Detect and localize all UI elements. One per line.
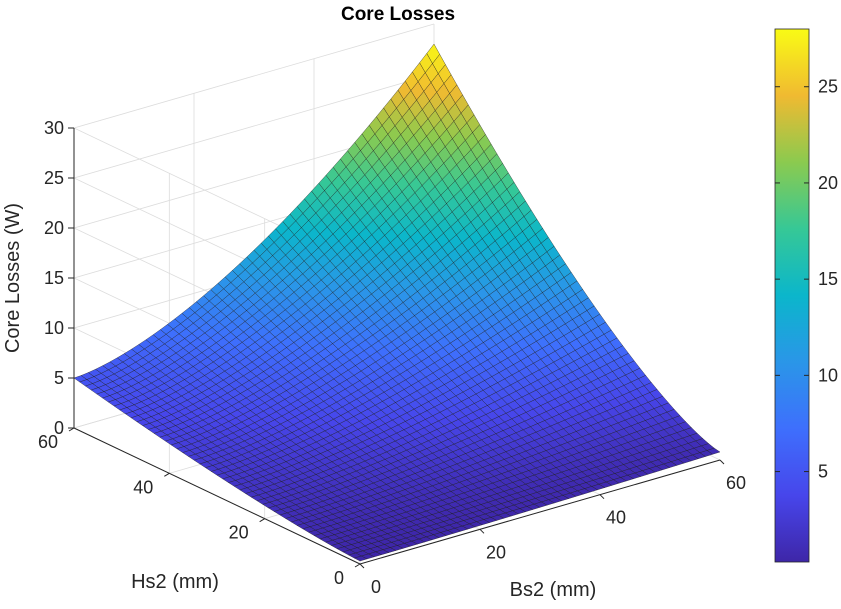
z-tick-label: 20: [44, 218, 64, 238]
z-tick-label: 10: [44, 318, 64, 338]
surface-cell: [706, 447, 721, 455]
colorbar-tick-label: 25: [818, 77, 838, 97]
surface: [73, 43, 721, 562]
x-tick-mark: [479, 528, 485, 534]
colorbar-gradient: [774, 28, 810, 563]
y-axis-label: Hs2 (mm): [131, 571, 219, 593]
colorbar: 5 10 15 20 25: [774, 28, 838, 563]
y-tick-label: 20: [229, 523, 249, 543]
x-tick-label: 40: [606, 508, 626, 528]
x-tick-label: 0: [371, 577, 381, 597]
chart-title: Core Losses: [341, 4, 455, 25]
y-axis-line: [73, 427, 361, 565]
x-tick-label: 60: [726, 473, 746, 493]
y-tick-mark: [68, 427, 75, 432]
y-tick-mark: [164, 472, 170, 477]
y-tick-mark: [354, 563, 361, 568]
colorbar-tick-label: 15: [818, 269, 838, 289]
y-tick-label: 40: [133, 477, 153, 497]
x-tick-mark: [719, 459, 725, 465]
colorbar-tick-label: 10: [818, 365, 838, 385]
z-tick-label: 30: [44, 118, 64, 138]
z-tick-label: 0: [54, 418, 64, 438]
x-axis-label: Bs2 (mm): [510, 579, 597, 601]
y-tick-label: 0: [334, 568, 344, 588]
y-tick-label: 60: [38, 432, 58, 452]
colorbar-ticks: 5 10 15 20 25: [775, 77, 838, 482]
colorbar-tick-label: 5: [818, 462, 828, 482]
colorbar-tick-label: 20: [818, 173, 838, 193]
x-tick-label: 20: [486, 542, 506, 562]
x-tick-mark: [599, 494, 605, 500]
z-tick-label: 5: [54, 368, 64, 388]
x-tick-mark: [359, 563, 365, 569]
y-tick-mark: [259, 518, 265, 523]
x-axis-line: [359, 459, 721, 565]
z-tick-label: 25: [44, 168, 64, 188]
z-tick-label: 15: [44, 268, 64, 288]
z-axis-label: Core Losses (W): [2, 203, 24, 353]
